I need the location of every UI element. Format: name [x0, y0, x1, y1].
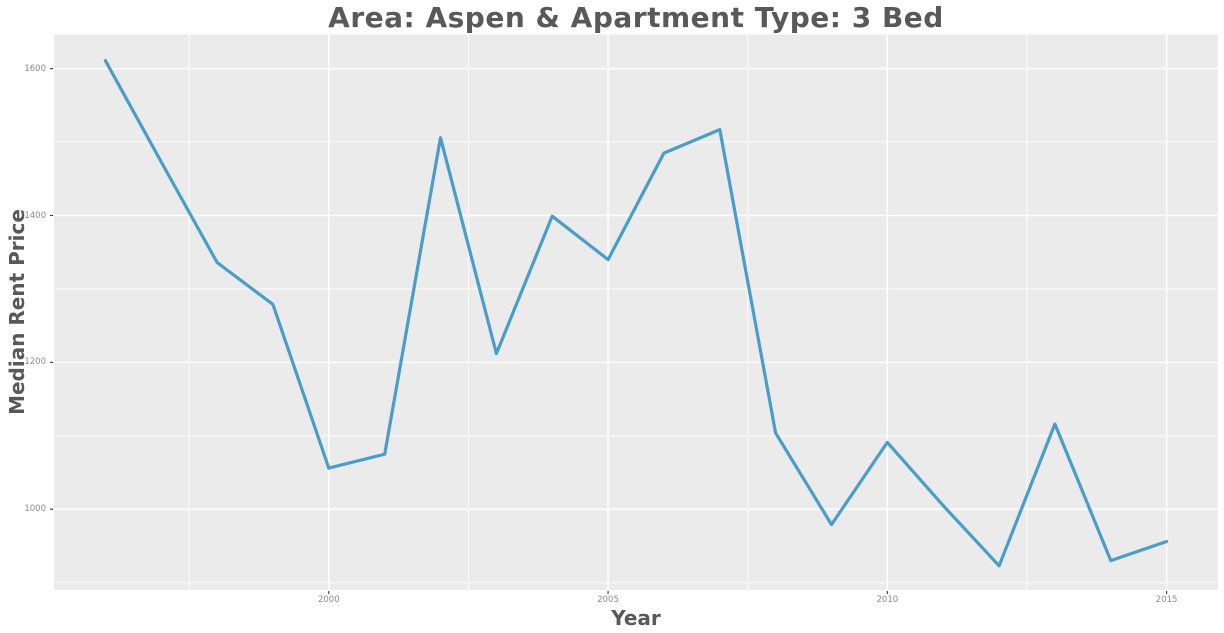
y-tick-label: 1000 [24, 504, 46, 515]
x-tick-label: 2010 [876, 595, 899, 605]
x-tick-label: 2005 [597, 595, 619, 605]
plot-panel [54, 34, 1218, 590]
chart-title: Area: Aspen & Apartment Type: 3 Bed [328, 1, 944, 34]
y-tick-label: 1400 [24, 210, 46, 221]
x-tick-label: 2015 [1155, 595, 1178, 605]
x-tick-label: 2000 [317, 595, 340, 605]
y-axis-title: Median Rent Price [5, 209, 29, 415]
y-tick-label: 1200 [24, 357, 46, 368]
data-line [103, 58, 1169, 568]
y-tick-label: 1600 [24, 63, 46, 74]
x-axis-title: Year [611, 606, 661, 630]
